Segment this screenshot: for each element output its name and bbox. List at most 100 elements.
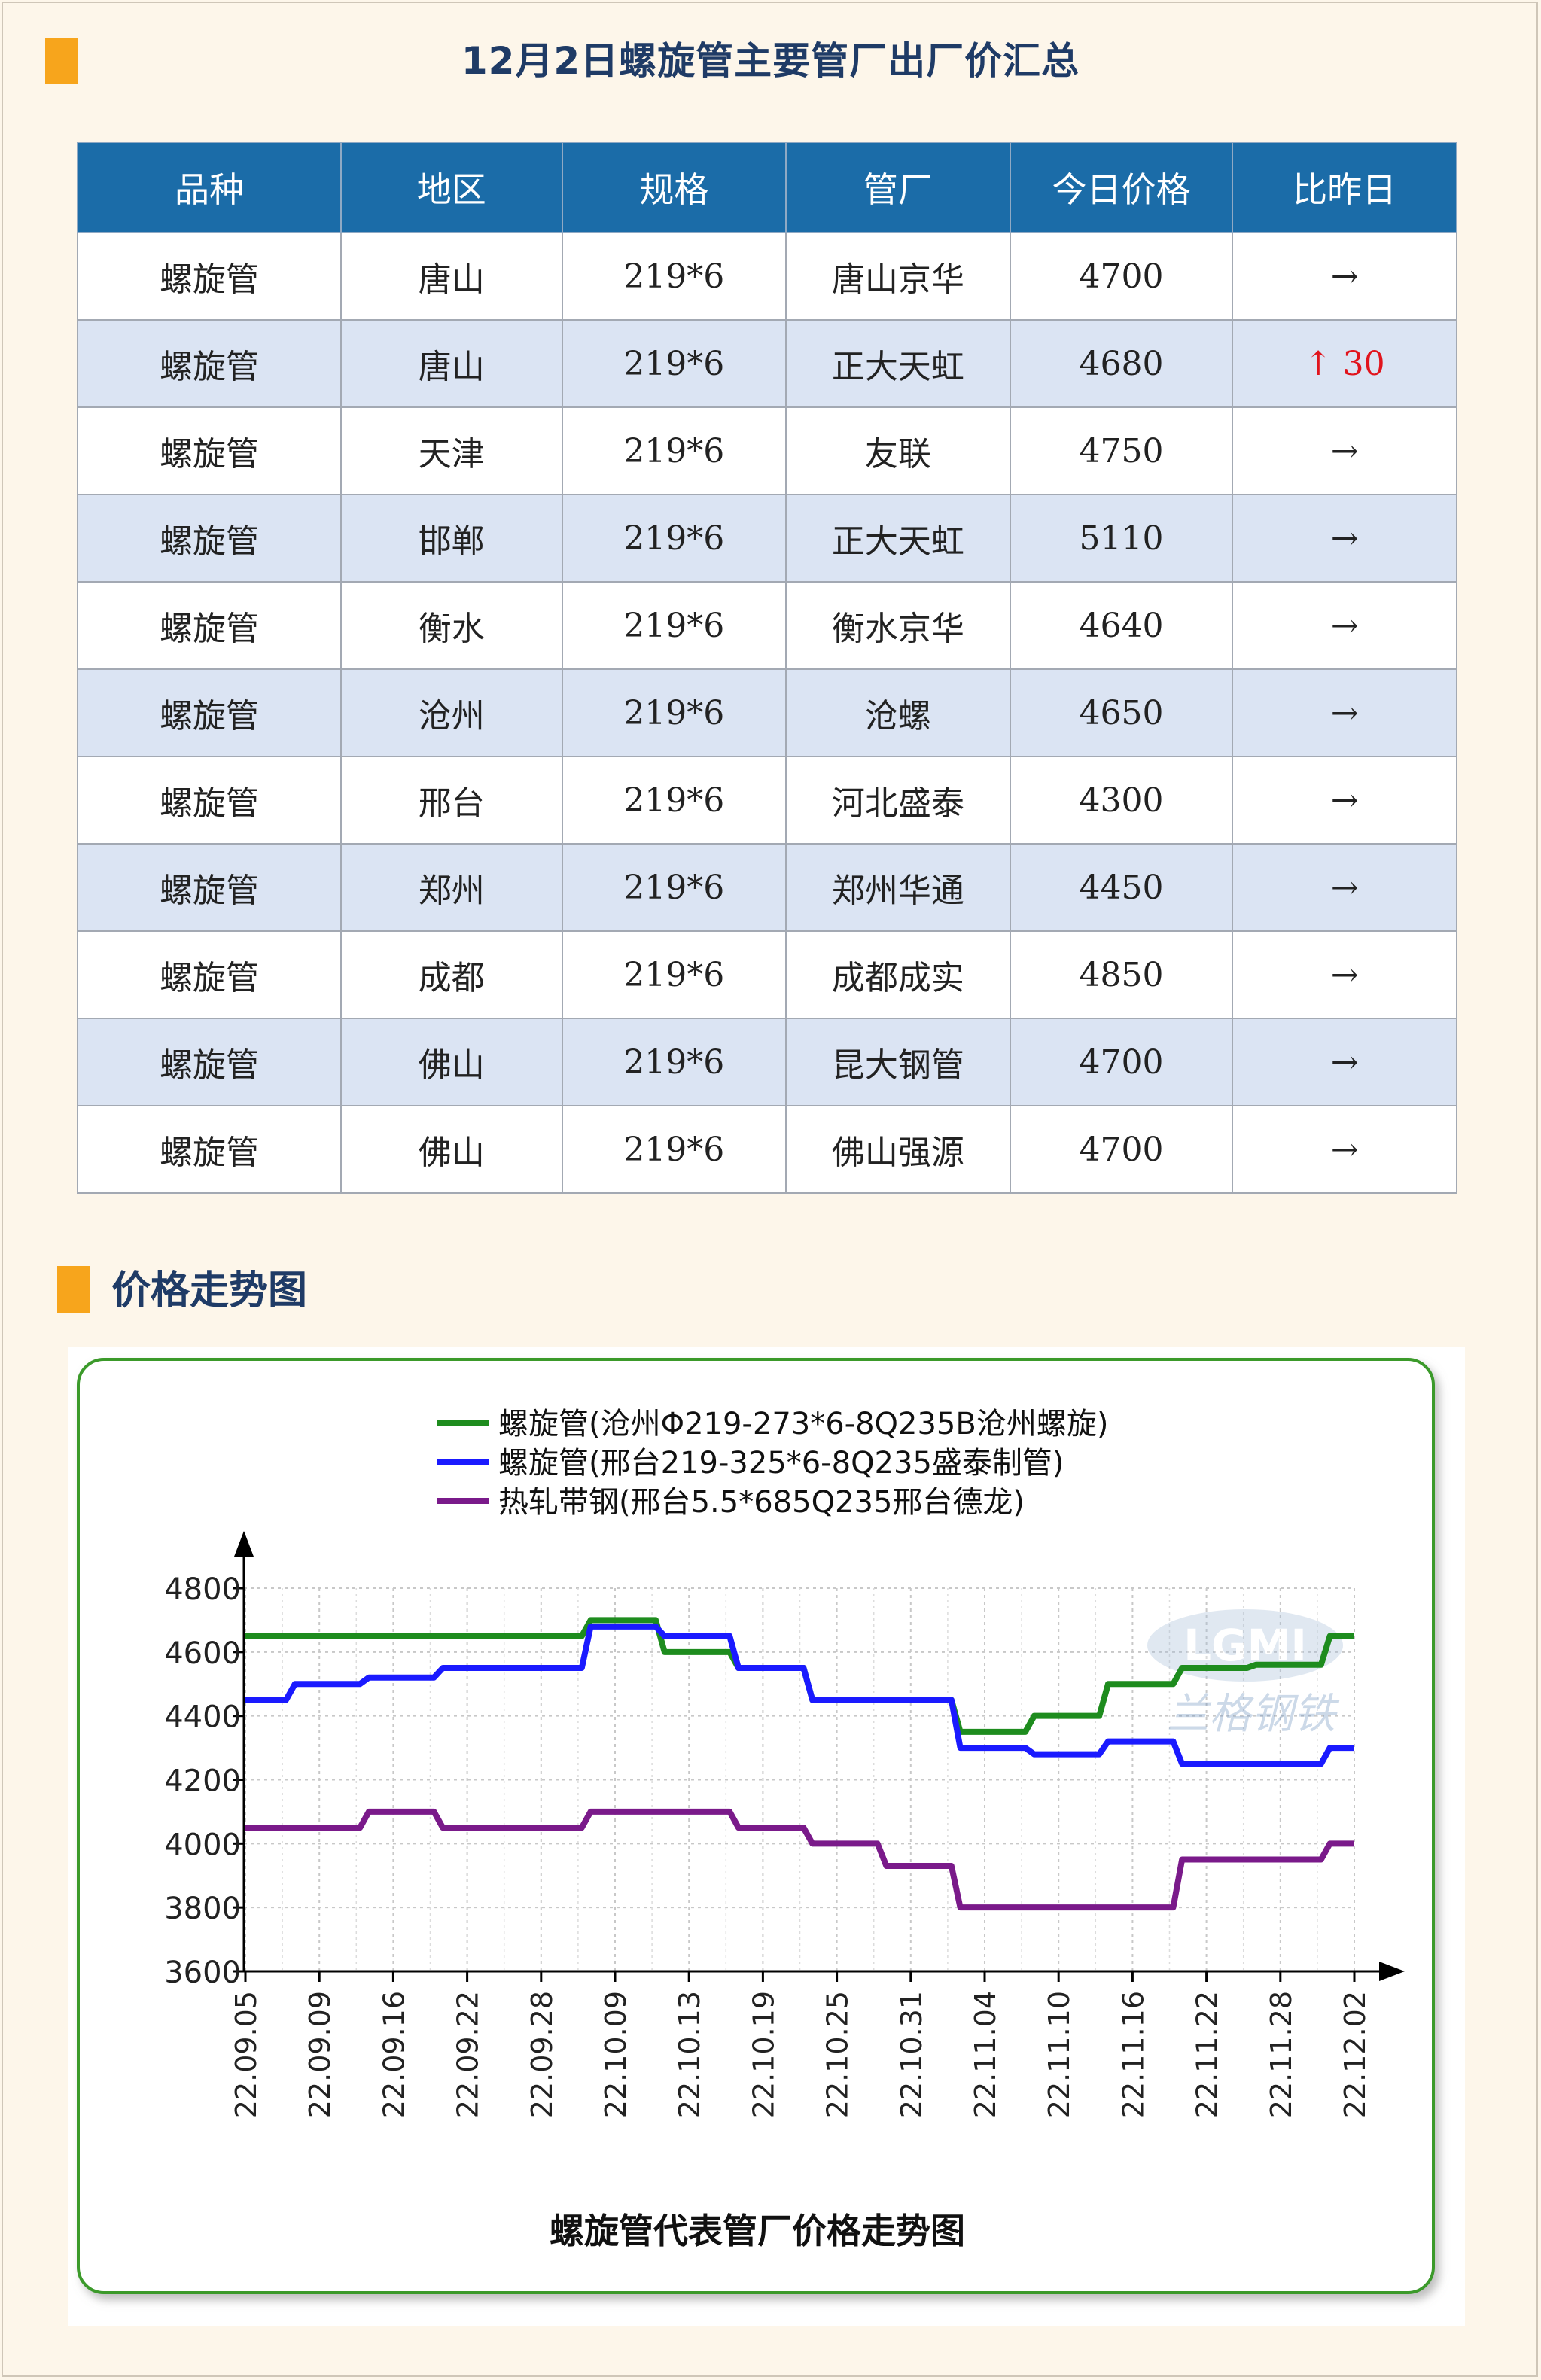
column-header: 品种 bbox=[77, 142, 342, 233]
table-cell: 219*6 bbox=[561, 406, 787, 495]
table-cell: 成都成实 bbox=[785, 930, 1011, 1019]
x-tick-label: 22.12.02 bbox=[1338, 1991, 1372, 2118]
series-line bbox=[245, 1623, 1354, 1767]
price-trend-chart: LGMI 兰格钢铁 3600 3800 4000 4200 4400 4600 4800 22… bbox=[77, 1358, 1435, 2294]
table-cell: 5110 bbox=[1009, 494, 1234, 583]
legend-label: 螺旋管(邢台219-325*6-8Q235盛泰制管) bbox=[498, 1446, 1064, 1481]
table-cell: 4640 bbox=[1009, 581, 1234, 670]
watermark-text: 兰格钢铁 bbox=[1167, 1690, 1340, 1739]
table-row: 螺旋管 天津 219*6 友联 4750 → bbox=[77, 406, 1457, 495]
table-row: 螺旋管 邢台 219*6 河北盛泰 4300 → bbox=[77, 756, 1457, 845]
x-tick-label: 22.09.05 bbox=[230, 1991, 263, 2118]
table-row: 螺旋管 邯郸 219*6 正大天虹 5110 → bbox=[77, 494, 1457, 583]
x-tick-label: 22.10.25 bbox=[821, 1991, 854, 2118]
x-tick-label: 22.10.19 bbox=[747, 1991, 780, 2118]
x-tick-label: 22.10.31 bbox=[895, 1991, 928, 2118]
table-cell: 衡水 bbox=[340, 581, 563, 670]
page-title: 12月2日螺旋管主要管厂出厂价汇总 bbox=[461, 39, 1080, 83]
y-tick-label: 4800 bbox=[164, 1572, 241, 1607]
table-row: 螺旋管 佛山 219*6 昆大钢管 4700 → bbox=[77, 1018, 1457, 1106]
table-cell: 螺旋管 bbox=[77, 581, 342, 670]
x-tick-label: 22.11.28 bbox=[1265, 1991, 1298, 2118]
table-cell: 螺旋管 bbox=[77, 843, 342, 932]
table-cell: → bbox=[1232, 232, 1457, 321]
table-row: 螺旋管 沧州 219*6 沧螺 4650 → bbox=[77, 668, 1457, 757]
table-cell: 沧螺 bbox=[785, 668, 1011, 757]
table-cell: 唐山 bbox=[340, 232, 563, 321]
y-tick-label: 3800 bbox=[164, 1892, 241, 1926]
y-tick-label: 3600 bbox=[164, 1955, 241, 1990]
table-header-row: 品种 地区 规格 管厂 今日价格 比昨日 bbox=[77, 142, 1457, 233]
table-body: 螺旋管 唐山 219*6 唐山京华 4700 → 螺旋管 唐山 219*6 正大天虹 4680 ↑ 3… bbox=[77, 232, 1457, 1194]
table-row: 螺旋管 郑州 219*6 郑州华通 4450 → bbox=[77, 843, 1457, 932]
table-cell: 郑州 bbox=[340, 843, 563, 932]
table-cell: 佛山强源 bbox=[785, 1105, 1011, 1194]
table-cell: 唐山京华 bbox=[785, 232, 1011, 321]
table-cell: 219*6 bbox=[561, 1105, 787, 1194]
table-cell: 螺旋管 bbox=[77, 494, 342, 583]
table-cell: 219*6 bbox=[561, 1018, 787, 1106]
table-cell: 219*6 bbox=[561, 581, 787, 670]
table-cell: 4650 bbox=[1009, 668, 1234, 757]
table-cell: → bbox=[1232, 1018, 1457, 1106]
table-cell: 219*6 bbox=[561, 319, 787, 408]
table-cell: 4700 bbox=[1009, 232, 1234, 321]
x-tick-label: 22.11.10 bbox=[1043, 1991, 1076, 2118]
table-cell: 河北盛泰 bbox=[785, 756, 1011, 845]
table-cell: → bbox=[1232, 406, 1457, 495]
table-cell: 昆大钢管 bbox=[785, 1018, 1011, 1106]
table-cell: 4300 bbox=[1009, 756, 1234, 845]
x-tick-label: 22.09.22 bbox=[452, 1991, 485, 2118]
table-cell: 4850 bbox=[1009, 930, 1234, 1019]
table-cell: 正大天虹 bbox=[785, 319, 1011, 408]
column-header: 地区 bbox=[340, 142, 563, 233]
y-tick-label: 4400 bbox=[164, 1700, 241, 1735]
table-cell: 219*6 bbox=[561, 494, 787, 583]
table-cell: 螺旋管 bbox=[77, 232, 342, 321]
x-tick-label: 22.09.09 bbox=[303, 1991, 337, 2118]
table-cell: 螺旋管 bbox=[77, 406, 342, 495]
legend: 螺旋管(沧州Φ219-273*6-8Q235B沧州螺旋) 螺旋管(邢台219-32… bbox=[437, 1407, 1108, 1520]
x-tick-label: 22.10.09 bbox=[599, 1991, 632, 2118]
table-row: 螺旋管 佛山 219*6 佛山强源 4700 → bbox=[77, 1105, 1457, 1194]
table-cell: 螺旋管 bbox=[77, 930, 342, 1019]
watermark: LGMI 兰格钢铁 bbox=[1147, 1609, 1343, 1739]
legend-label: 热轧带钢(邢台5.5*685Q235邢台德龙) bbox=[498, 1485, 1025, 1520]
table-cell: 邯郸 bbox=[340, 494, 563, 583]
table-cell: → bbox=[1232, 494, 1457, 583]
x-tick-label: 22.09.16 bbox=[377, 1991, 410, 2118]
table-cell: 邢台 bbox=[340, 756, 563, 845]
y-tick-label: 4200 bbox=[164, 1764, 241, 1799]
table-cell: → bbox=[1232, 1105, 1457, 1194]
table-cell: 螺旋管 bbox=[77, 668, 342, 757]
section-marker bbox=[57, 1266, 90, 1313]
table-cell: 4750 bbox=[1009, 406, 1234, 495]
x-tick-label: 22.11.04 bbox=[969, 1991, 1002, 2118]
table-cell: 佛山 bbox=[340, 1018, 563, 1106]
table-row: 螺旋管 成都 219*6 成都成实 4850 → bbox=[77, 930, 1457, 1019]
y-axis-arrow-icon bbox=[234, 1531, 254, 1557]
table-row: 螺旋管 衡水 219*6 衡水京华 4640 → bbox=[77, 581, 1457, 670]
table-cell: 螺旋管 bbox=[77, 756, 342, 845]
table-cell: 螺旋管 bbox=[77, 1105, 342, 1194]
column-header: 比昨日 bbox=[1232, 142, 1457, 233]
table-cell: 沧州 bbox=[340, 668, 563, 757]
chart-frame: LGMI 兰格钢铁 3600 3800 4000 4200 4400 4600 4800 22… bbox=[68, 1347, 1465, 2326]
table-cell: 4450 bbox=[1009, 843, 1234, 932]
table-cell: 正大天虹 bbox=[785, 494, 1011, 583]
x-tick-label: 22.09.28 bbox=[525, 1991, 559, 2118]
table-cell: 219*6 bbox=[561, 930, 787, 1019]
x-tick-label: 22.11.22 bbox=[1191, 1991, 1224, 2118]
x-axis-arrow-icon bbox=[1379, 1962, 1405, 1981]
table-cell: 天津 bbox=[340, 406, 563, 495]
series-line bbox=[245, 1808, 1354, 1911]
table-cell: → bbox=[1232, 756, 1457, 845]
table-cell: 219*6 bbox=[561, 232, 787, 321]
column-header: 规格 bbox=[561, 142, 787, 233]
table-cell: 衡水京华 bbox=[785, 581, 1011, 670]
table-cell: → bbox=[1232, 843, 1457, 932]
table-cell: 4680 bbox=[1009, 319, 1234, 408]
title-marker bbox=[45, 38, 78, 84]
section-title: 价格走势图 bbox=[111, 1268, 308, 1313]
price-table: 品种 地区 规格 管厂 今日价格 比昨日 螺旋管 唐山 219*6 唐山京华 4700 →… bbox=[77, 142, 1457, 1194]
